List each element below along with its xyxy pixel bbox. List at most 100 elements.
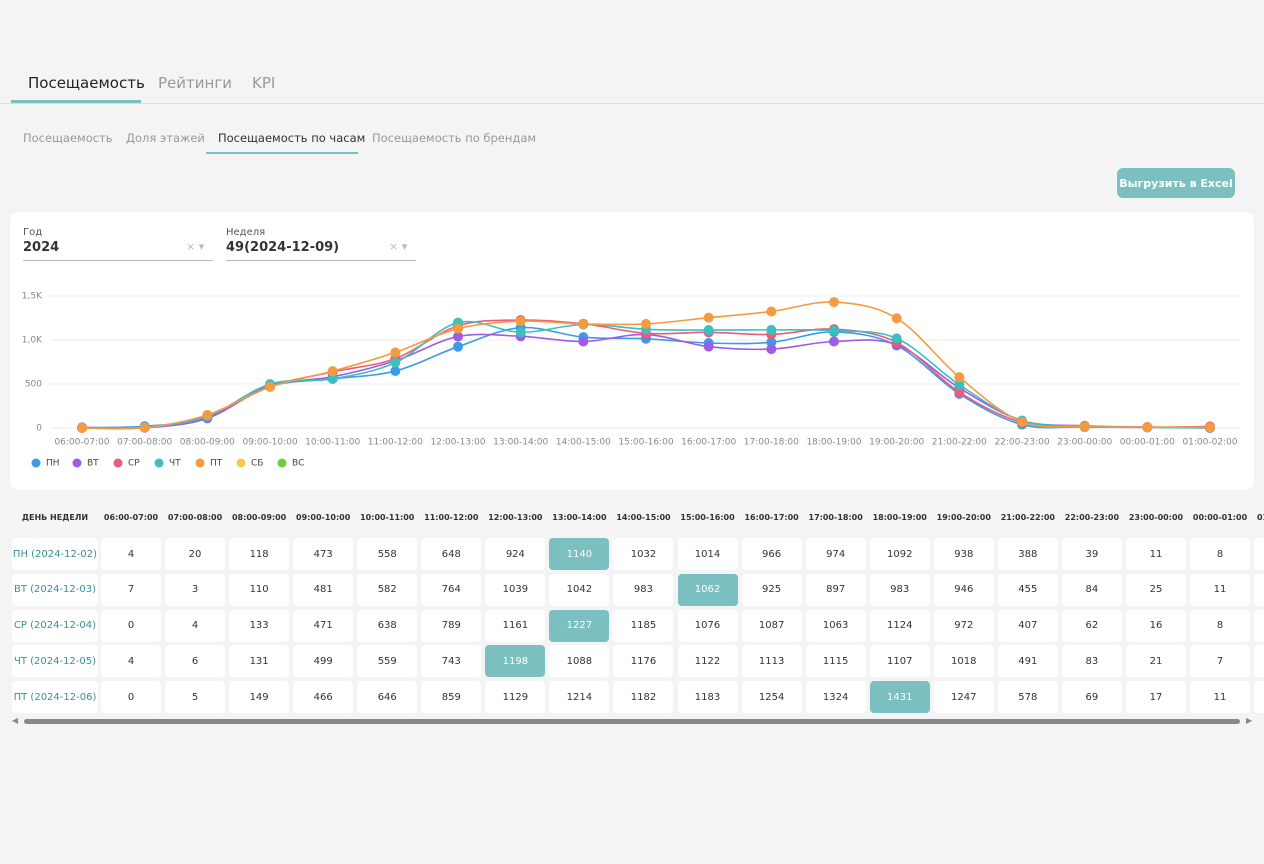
x-tick-label: 01:00-02:00 — [1182, 438, 1237, 448]
legend-label: ПТ — [210, 459, 223, 469]
table-cell: 11 — [1125, 538, 1186, 570]
point — [453, 341, 463, 352]
subtab[interactable]: Доля этажей — [126, 131, 205, 145]
subtab[interactable]: Посещаемость — [23, 131, 113, 145]
tab[interactable]: Посещаемость — [28, 74, 145, 92]
x-tick-label: 06:00-07:00 — [54, 438, 109, 448]
point — [766, 324, 777, 335]
x-tick-label: 18:00-19:00 — [806, 438, 861, 448]
table-cell: 69 — [1061, 681, 1122, 714]
x-tick-label: 13:00-14:00 — [493, 438, 548, 448]
subtab[interactable]: Посещаемость по часам — [218, 131, 366, 145]
point — [829, 325, 839, 336]
legend-label: ПН — [46, 459, 60, 469]
x-tick-label: 23:00-00:00 — [1057, 438, 1112, 448]
point — [327, 373, 338, 384]
table-cell: 0 — [1254, 645, 1264, 678]
table-cell: 1176 — [613, 645, 674, 678]
x-tick-label: 17:00-18:00 — [744, 438, 799, 448]
table-cell: 1088 — [549, 645, 610, 678]
table-cell: 1087 — [741, 609, 802, 642]
column-header: 15:00-16:00 — [680, 513, 735, 522]
point — [515, 327, 526, 338]
table-cell: 983 — [613, 573, 674, 606]
table-cell: 897 — [805, 573, 866, 606]
export-button[interactable]: Выгрузить в Excel — [1117, 168, 1235, 198]
table-cell: 1431 — [869, 681, 930, 714]
table-cell: 0 — [101, 681, 161, 714]
tab[interactable]: KPI — [252, 74, 276, 92]
table-cell: 983 — [869, 573, 930, 606]
tab[interactable]: Рейтинги — [158, 74, 232, 92]
scrollbar[interactable] — [24, 719, 1240, 724]
column-header: 10:00-11:00 — [360, 513, 415, 522]
filter-label: Год — [23, 227, 43, 238]
y-tick-label: 1,5K — [22, 292, 43, 302]
table-cell: 1042 — [549, 573, 610, 606]
table-cell: 388 — [997, 538, 1058, 570]
point — [453, 323, 463, 334]
point — [202, 409, 213, 420]
point — [954, 379, 965, 390]
table-cell: 1062 — [677, 573, 738, 606]
table-cell: 21 — [1125, 645, 1186, 678]
table-header: ДЕНЬ НЕДЕЛИ — [21, 513, 89, 522]
table-cell: 131 — [229, 645, 290, 678]
table-cell: 4 — [165, 609, 226, 642]
x-tick-label: 19:00-20:00 — [869, 438, 924, 448]
table-cell: 1014 — [677, 538, 738, 570]
filter-value[interactable]: 2024 — [23, 240, 60, 255]
legend-swatch — [31, 458, 41, 468]
table-cell: 1063 — [805, 609, 866, 642]
table-cell: 1198 — [485, 645, 546, 678]
x-tick-label: 07:00-08:00 — [117, 438, 172, 448]
point — [954, 372, 965, 383]
table-cell: 1324 — [805, 681, 866, 714]
point — [578, 336, 589, 347]
filter-line — [23, 260, 213, 261]
legend-swatch — [236, 458, 246, 468]
column-header: 22:00-23:00 — [1064, 513, 1120, 522]
table-cell: 11 — [1190, 573, 1251, 606]
x-tick-label: 12:00-13:00 — [430, 438, 485, 448]
table-cell: 4 — [101, 538, 161, 570]
table-cell: 20 — [165, 538, 226, 570]
legend-swatch — [113, 458, 123, 468]
point — [641, 318, 651, 329]
table-cell: 859 — [421, 681, 482, 714]
point — [829, 297, 839, 308]
table-cell: 110 — [229, 573, 290, 606]
point — [453, 331, 463, 342]
table-cell: 1214 — [549, 681, 610, 714]
filter-icons[interactable]: × ▾ — [389, 240, 408, 253]
divider — [0, 103, 1264, 104]
row-label: ПН (2024-12-02) — [12, 538, 98, 570]
scroll-right[interactable]: ▶ — [1246, 716, 1253, 725]
legend-swatch — [72, 458, 82, 468]
table-cell: 407 — [997, 609, 1058, 642]
subtab[interactable]: Посещаемость по брендам — [372, 131, 537, 145]
filter-value[interactable]: 49(2024-12-09) — [226, 240, 340, 255]
table-cell: 1161 — [485, 609, 546, 642]
table-cell: 1247 — [933, 681, 994, 714]
point — [390, 347, 401, 358]
point — [77, 423, 87, 433]
table-cell: 133 — [229, 609, 290, 642]
column-header: 12:00-13:00 — [488, 513, 543, 522]
table-cell: 578 — [997, 681, 1058, 714]
table-cell: 648 — [421, 538, 482, 570]
table-cell: 1254 — [741, 681, 802, 714]
scroll-left[interactable]: ◀ — [12, 716, 19, 725]
table-cell: 149 — [229, 681, 290, 714]
table-cell: 946 — [933, 573, 994, 606]
table-cell: 0 — [1254, 573, 1264, 606]
table-cell: 1076 — [677, 609, 738, 642]
column-header: 11:00-12:00 — [424, 513, 479, 522]
table-cell: 646 — [357, 681, 418, 714]
column-header: 18:00-19:00 — [872, 513, 927, 522]
table-cell: 1140 — [549, 538, 610, 570]
filter-icons[interactable]: × ▾ — [186, 240, 205, 253]
table-cell: 924 — [485, 538, 546, 570]
table-cell: 1032 — [613, 538, 674, 570]
table-cell: 1018 — [933, 645, 994, 678]
